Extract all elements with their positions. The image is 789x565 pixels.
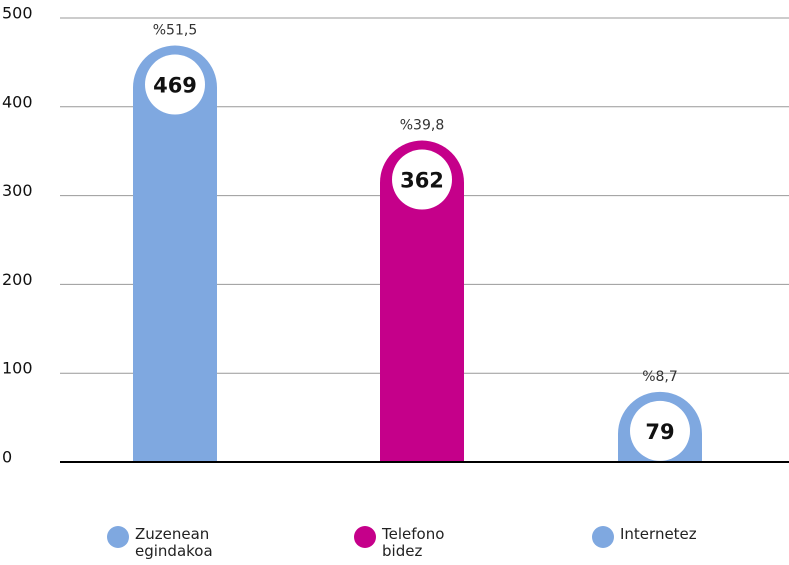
y-tick-label: 100 <box>2 359 33 378</box>
value-label: 79 <box>645 420 674 444</box>
legend-label: Zuzenean egindakoa <box>135 525 213 560</box>
value-label: 362 <box>400 169 444 193</box>
legend-label: Telefono bidez <box>382 525 445 560</box>
value-badge <box>145 54 205 115</box>
legend-swatch <box>354 526 376 548</box>
legend-label: Internetez <box>620 525 697 543</box>
bar <box>380 140 464 462</box>
percent-label: %8,7 <box>642 369 678 385</box>
legend-entry: Zuzenean egindakoa <box>107 526 230 560</box>
legend-entry: Internetez <box>592 526 715 548</box>
value-label: 469 <box>153 74 197 98</box>
legend-entry: Telefono bidez <box>354 526 477 560</box>
bar <box>133 45 217 462</box>
y-tick-label: 300 <box>2 181 33 200</box>
value-badge <box>630 400 690 461</box>
percent-label: %51,5 <box>153 23 197 39</box>
y-tick-label: 0 <box>2 448 12 467</box>
y-tick-label: 400 <box>2 92 33 111</box>
percent-label: %39,8 <box>400 118 444 134</box>
legend-swatch <box>592 526 614 548</box>
y-tick-label: 500 <box>2 4 33 23</box>
y-tick-label: 200 <box>2 270 33 289</box>
legend-swatch <box>107 526 129 548</box>
value-badge <box>392 149 452 210</box>
